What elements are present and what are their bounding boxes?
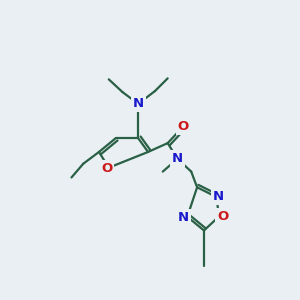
Text: O: O — [178, 120, 189, 133]
Text: N: N — [178, 211, 189, 224]
Text: N: N — [213, 190, 224, 202]
Text: O: O — [101, 162, 112, 175]
Text: N: N — [133, 98, 144, 110]
Text: N: N — [172, 152, 183, 165]
Text: O: O — [217, 210, 228, 223]
